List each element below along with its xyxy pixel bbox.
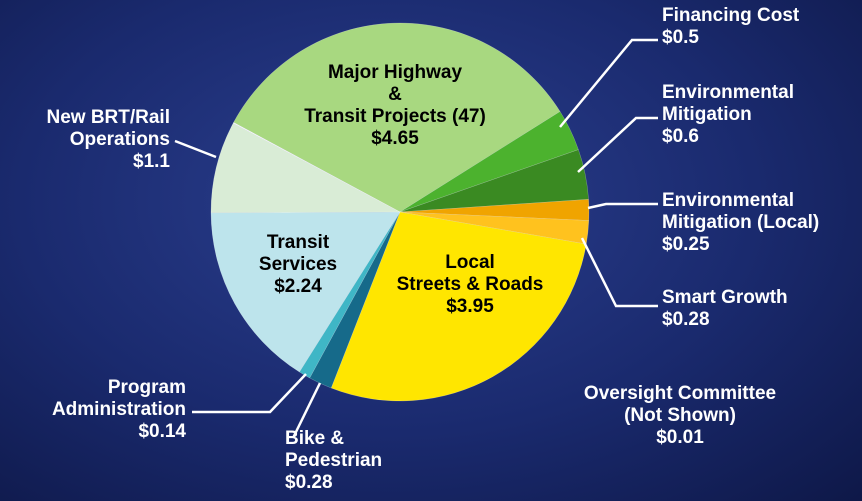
- leader-line: [587, 202, 658, 210]
- slice-label: New BRT/Rail Operations $1.1: [46, 107, 170, 173]
- value-label: $0.01: [656, 427, 704, 448]
- value-label: $4.65: [371, 128, 419, 149]
- pie-slice: [233, 22, 561, 213]
- leader-line: [174, 139, 217, 159]
- pie-slice: [210, 211, 401, 373]
- category-name: Bike & Pedestrian: [285, 428, 383, 471]
- category-name: Smart Growth: [662, 287, 788, 308]
- slice-label: Bike & Pedestrian $0.28: [285, 428, 382, 494]
- value-label: $0.28: [285, 472, 333, 493]
- value-label: $0.6: [662, 126, 699, 147]
- slice-label: Financing Cost $0.5: [662, 5, 799, 49]
- leader-line: [291, 382, 322, 439]
- category-name: Major Highway & Transit Projects (47): [304, 62, 486, 127]
- pie-slice: [232, 122, 401, 213]
- pie-slice: [399, 199, 590, 221]
- category-name: Oversight Committee (Not Shown): [583, 383, 777, 426]
- category-name: Local Streets & Roads: [396, 252, 544, 295]
- slice-label: Local Streets & Roads $3.95: [320, 252, 620, 318]
- pie-slice: [210, 122, 401, 214]
- slice-label: Environmental Mitigation (Local) $0.25: [662, 190, 819, 256]
- slice-label: Program Administration $0.14: [52, 377, 186, 443]
- value-label: $3.95: [446, 296, 494, 317]
- leader-line: [192, 373, 307, 414]
- value-label: $0.5: [662, 27, 699, 48]
- slice-label: Oversight Committee (Not Shown) $0.01: [530, 383, 830, 449]
- slice-label: Smart Growth $0.28: [662, 287, 788, 331]
- leader-line: [580, 237, 658, 308]
- slice-label: Major Highway & Transit Projects (47) $4.…: [245, 62, 545, 150]
- slice-label: Transit Services $2.24: [148, 232, 448, 298]
- category-name: Transit Services: [258, 232, 338, 275]
- pie-slice: [399, 149, 589, 213]
- category-name: Environmental Mitigation: [662, 82, 794, 125]
- pie-slice: [399, 111, 579, 213]
- value-label: $1.1: [133, 151, 170, 172]
- leader-line: [577, 116, 658, 173]
- leader-line: [559, 38, 658, 128]
- pie-slice: [330, 211, 587, 402]
- value-label: $0.25: [662, 234, 710, 255]
- category-name: Financing Cost: [662, 5, 800, 26]
- value-label: $2.24: [274, 276, 322, 297]
- value-label: $0.28: [662, 309, 710, 330]
- category-name: Program Administration: [51, 377, 186, 420]
- slice-label: Environmental Mitigation $0.6: [662, 82, 794, 148]
- category-name: Environmental Mitigation (Local): [662, 190, 820, 233]
- category-name: New BRT/Rail Operations: [46, 107, 170, 150]
- value-label: $0.14: [138, 421, 186, 442]
